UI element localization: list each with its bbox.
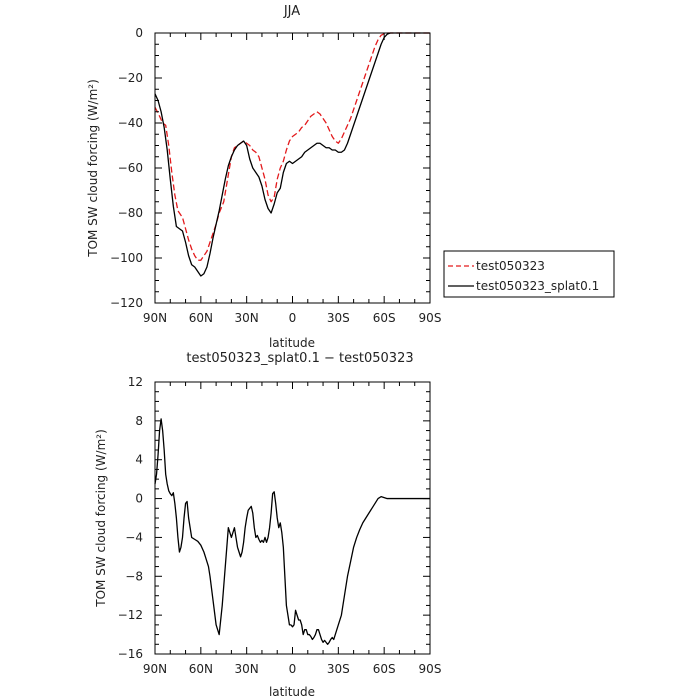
upper-x-tick-label: 90N xyxy=(143,311,167,325)
upper-series-group xyxy=(154,32,430,277)
lower-x-tick-label: 60N xyxy=(189,662,213,676)
upper-y-tick-label: −120 xyxy=(110,296,143,310)
lower-y-tick-label: −16 xyxy=(118,647,143,661)
upper-x-tick-label: 0 xyxy=(289,311,297,325)
upper-x-tick-label: 30S xyxy=(327,311,350,325)
upper-panel: JJA 90N 60N 30N 0 30S 60S 90S 0 −20 −40 −60 −80 −100… xyxy=(86,4,615,350)
lower-x-tick-label: 30N xyxy=(235,662,259,676)
lower-panel: test050323_splat0.1 − test050323 90N 60N 3… xyxy=(94,351,441,699)
upper-series-line-2 xyxy=(154,32,430,277)
lower-y-tick-label: −8 xyxy=(125,569,143,583)
lower-x-tick-label: 60S xyxy=(373,662,396,676)
lower-x-tick-label: 90S xyxy=(419,662,442,676)
upper-y-tick-label: −20 xyxy=(118,71,143,85)
lower-series-line-1 xyxy=(154,418,430,645)
upper-y-tick-label: −60 xyxy=(118,161,143,175)
lower-x-tick-label: 90N xyxy=(143,662,167,676)
upper-y-axis-label: TOM SW cloud forcing (W/m²) xyxy=(86,79,100,258)
upper-y-tick-label: −80 xyxy=(118,206,143,220)
upper-x-tick-label: 90S xyxy=(419,311,442,325)
lower-x-axis-label: latitude xyxy=(269,685,315,699)
lower-ticks-group: 90N 60N 30N 0 30S 60S 90S 12 8 4 0 −4 −8 −12 −16 xyxy=(118,375,442,676)
lower-y-axis-label: TOM SW cloud forcing (W/m²) xyxy=(94,429,108,608)
lower-x-tick-label: 0 xyxy=(289,662,297,676)
lower-x-tick-label: 30S xyxy=(327,662,350,676)
lower-series-group xyxy=(154,418,430,645)
lower-y-tick-label: −4 xyxy=(125,530,143,544)
upper-plot-frame xyxy=(154,32,431,304)
lower-plot-frame xyxy=(154,381,431,655)
upper-x-axis-label: latitude xyxy=(269,336,315,350)
lower-y-tick-label: 0 xyxy=(135,492,143,506)
upper-chart-title: JJA xyxy=(283,4,300,19)
legend-frame xyxy=(443,250,615,298)
upper-x-tick-label: 60N xyxy=(189,311,213,325)
upper-x-tick-label: 30N xyxy=(235,311,259,325)
lower-chart-title: test050323_splat0.1 − test050323 xyxy=(186,351,413,366)
upper-y-tick-label: 0 xyxy=(135,26,143,40)
upper-y-tick-label: −100 xyxy=(110,251,143,265)
legend-label-series-1: test050323 xyxy=(476,259,545,273)
lower-y-tick-label: −12 xyxy=(118,608,143,622)
upper-ticks-group: 90N 60N 30N 0 30S 60S 90S 0 −20 −40 −60 −80 −100 −120 xyxy=(110,26,441,325)
lower-y-tick-label: 12 xyxy=(128,375,143,389)
upper-x-tick-label: 60S xyxy=(373,311,396,325)
legend-label-series-2: test050323_splat0.1 xyxy=(476,279,599,293)
legend: test050323 test050323_splat0.1 xyxy=(443,250,615,298)
upper-y-tick-label: −40 xyxy=(118,116,143,130)
lower-y-tick-label: 8 xyxy=(135,414,143,428)
lower-y-tick-label: 4 xyxy=(135,453,143,467)
upper-series-line-1 xyxy=(154,32,430,261)
